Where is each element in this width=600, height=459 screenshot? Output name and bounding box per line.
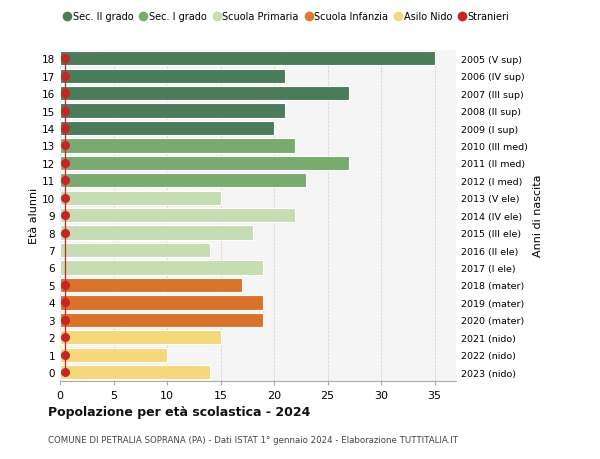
Bar — [60, 330, 221, 345]
Bar — [60, 191, 221, 206]
Bar — [60, 69, 285, 84]
Bar — [60, 157, 349, 171]
Bar — [60, 139, 295, 153]
Bar — [60, 296, 263, 310]
Bar — [60, 104, 285, 118]
Legend: Sec. II grado, Sec. I grado, Scuola Primaria, Scuola Infanzia, Asilo Nido, Stran: Sec. II grado, Sec. I grado, Scuola Prim… — [65, 12, 509, 22]
Bar — [60, 261, 263, 275]
Bar — [60, 365, 210, 380]
Bar — [60, 348, 167, 362]
Bar — [60, 174, 306, 188]
Bar — [60, 226, 253, 240]
Y-axis label: Anni di nascita: Anni di nascita — [533, 174, 543, 257]
Bar — [60, 52, 434, 66]
Bar — [60, 208, 295, 223]
Bar — [60, 243, 210, 257]
Text: COMUNE DI PETRALIA SOPRANA (PA) - Dati ISTAT 1° gennaio 2024 - Elaborazione TUTT: COMUNE DI PETRALIA SOPRANA (PA) - Dati I… — [48, 435, 458, 443]
Bar — [60, 87, 349, 101]
Bar — [60, 313, 263, 327]
Bar — [60, 122, 274, 136]
Y-axis label: Età alunni: Età alunni — [29, 188, 39, 244]
Text: Popolazione per età scolastica - 2024: Popolazione per età scolastica - 2024 — [48, 405, 310, 419]
Bar — [60, 278, 242, 292]
